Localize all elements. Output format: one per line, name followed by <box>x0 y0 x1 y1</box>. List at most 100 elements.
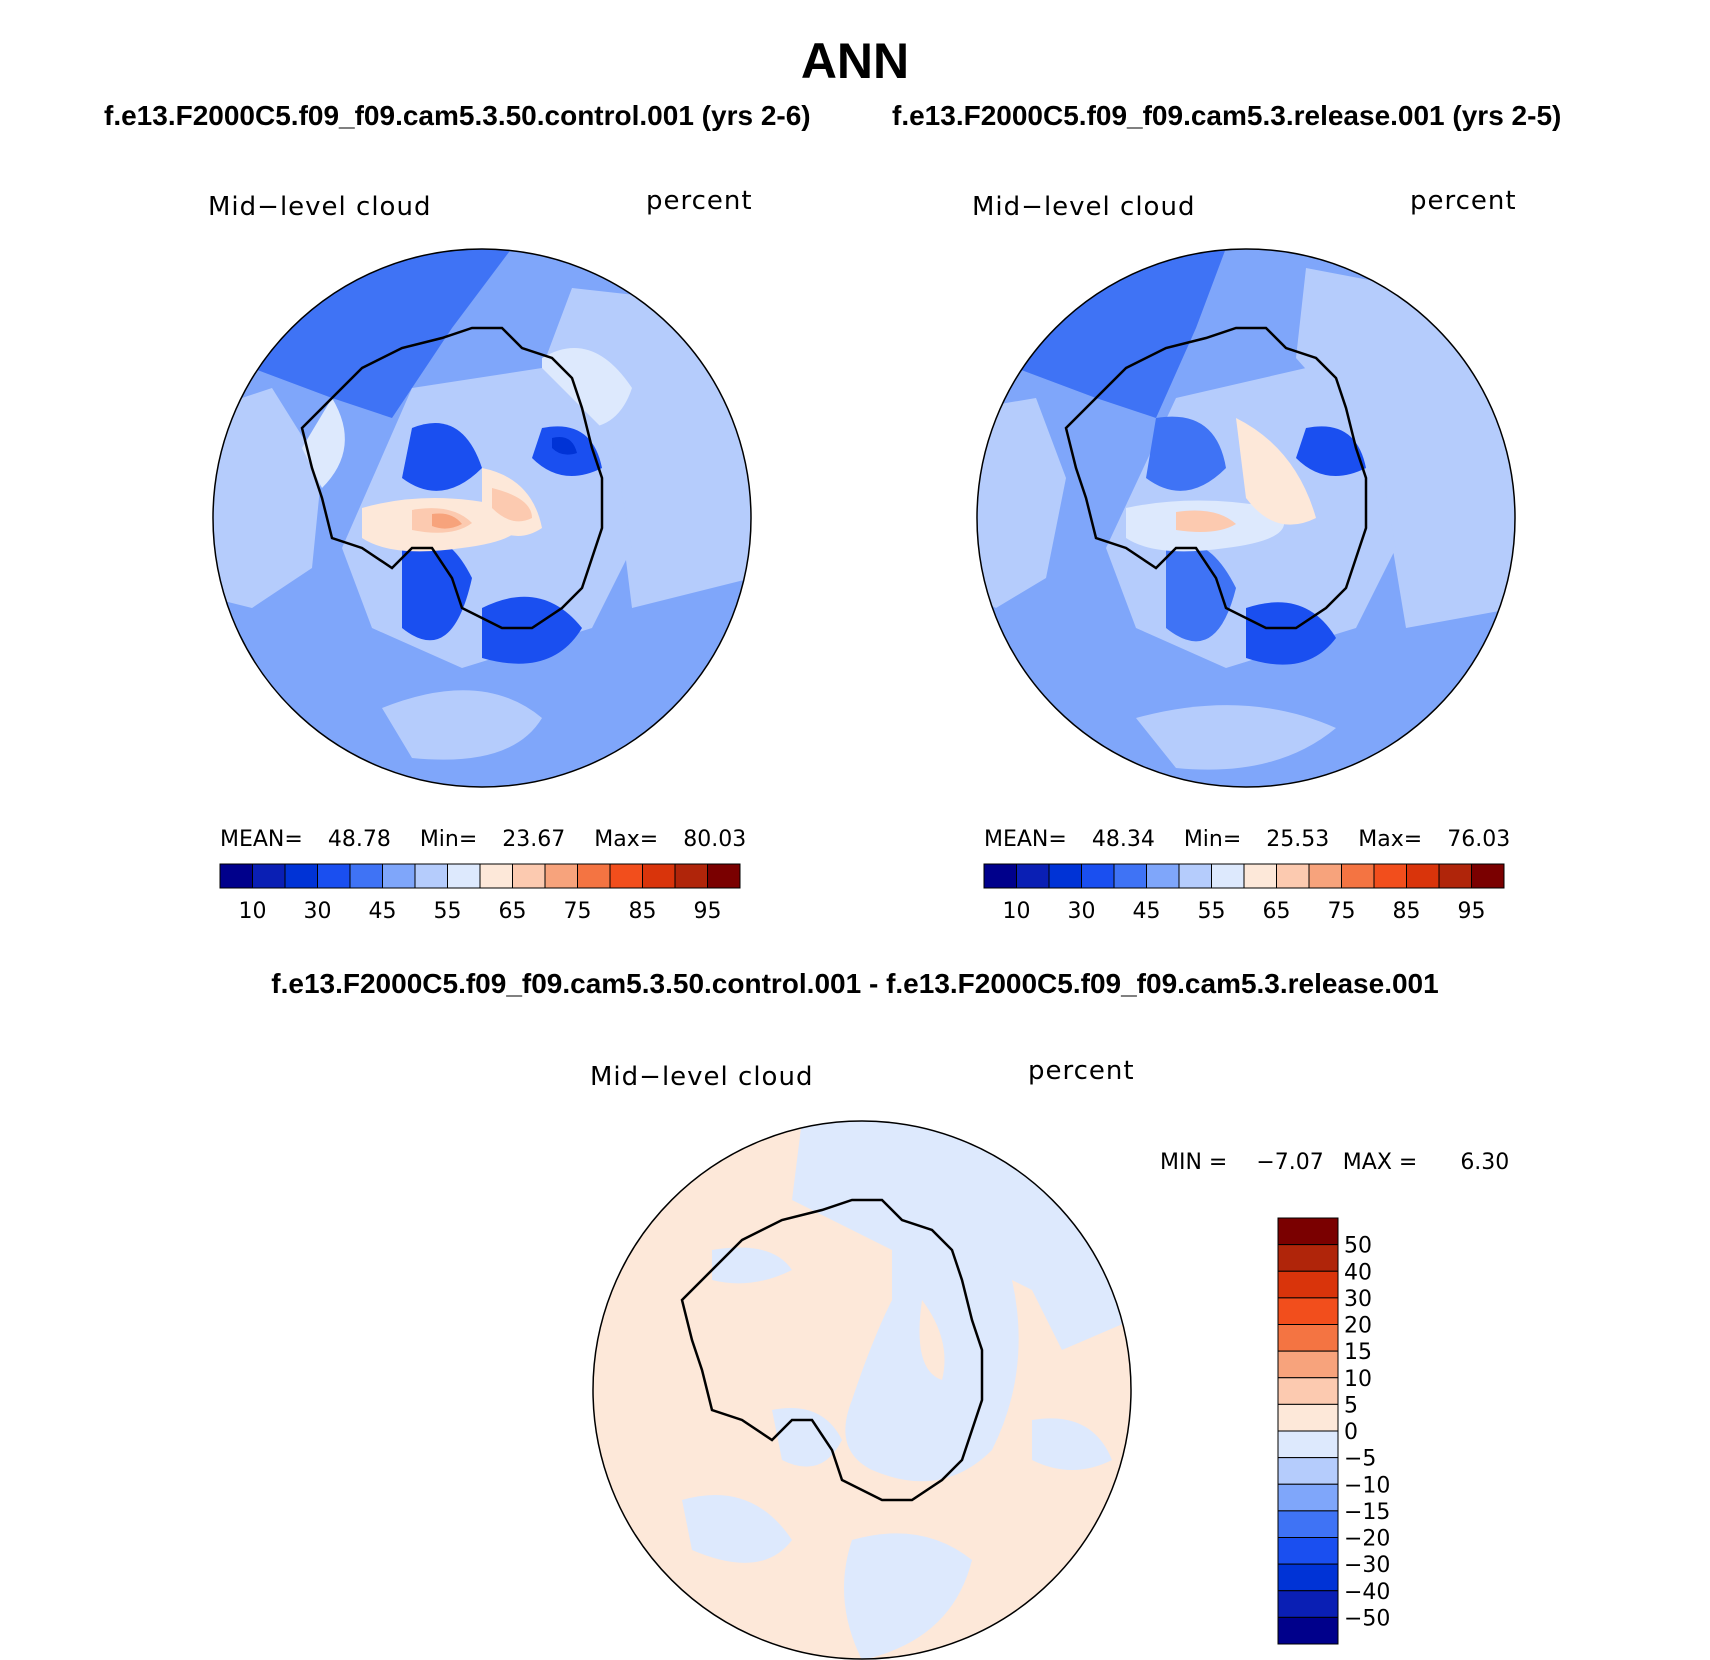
colorbar-swatch <box>479 863 513 889</box>
variable-label-left: Mid−level cloud <box>208 192 432 222</box>
colorbar-tick-label: 50 <box>1344 1234 1372 1259</box>
colorbar-swatch <box>609 863 643 889</box>
colorbar-swatch <box>577 863 611 889</box>
colorbar-swatch <box>1277 1377 1339 1405</box>
colorbar-swatch <box>1406 863 1440 889</box>
colorbar-tick-label: 85 <box>1393 899 1421 924</box>
stats-diff: MIN = −7.07 MAX = 6.30 <box>1160 1150 1509 1175</box>
colorbar-tick-label: 55 <box>434 899 462 924</box>
colorbar-tick-label: 75 <box>1328 899 1356 924</box>
colorbar-tick-label: 45 <box>1133 899 1161 924</box>
colorbar-tick-label: −20 <box>1344 1527 1390 1552</box>
colorbar-swatch <box>1277 1510 1339 1538</box>
colorbar-tick-label: −40 <box>1344 1580 1390 1605</box>
mean-value: 48.34 <box>1091 827 1155 852</box>
colorbar-swatch <box>1438 863 1472 889</box>
min-label: Min= <box>419 827 478 852</box>
colorbar-tick-label: 45 <box>369 899 397 924</box>
colorbar-swatch <box>317 863 351 889</box>
colorbar-left: 10 30 45 55 65 75 85 95 <box>219 863 741 924</box>
colorbar-tick-label: 40 <box>1344 1260 1372 1285</box>
colorbar-tick-label: 5 <box>1344 1393 1358 1418</box>
min-value: 23.67 <box>502 827 566 852</box>
case-title-left: f.e13.F2000C5.f09_f09.cam5.3.50.control.… <box>104 100 811 131</box>
colorbar-tick-label: 10 <box>1003 899 1031 924</box>
min-value: 25.53 <box>1266 827 1330 852</box>
colorbar-swatch <box>1277 1324 1339 1352</box>
colorbar-tick-label: 65 <box>499 899 527 924</box>
max-value: 80.03 <box>683 827 747 852</box>
colorbar-tick-label: 30 <box>304 899 332 924</box>
colorbar-swatch <box>1373 863 1407 889</box>
main-title: ANN <box>800 33 910 89</box>
polar-map-left <box>212 248 752 788</box>
mean-label: MEAN= <box>984 827 1067 852</box>
colorbar-tick-label: 15 <box>1344 1340 1372 1365</box>
colorbar-tick-label: 95 <box>1458 899 1486 924</box>
colorbar-tick-label: 10 <box>1344 1367 1372 1392</box>
colorbar-swatch <box>1277 1217 1339 1246</box>
stats-right: MEAN= 48.34 Min= 25.53 Max= 76.03 <box>984 827 1510 852</box>
colorbar-swatch <box>1276 863 1310 889</box>
colorbar-tick-label: −15 <box>1344 1500 1390 1525</box>
colorbar-tick-label: −5 <box>1344 1447 1376 1472</box>
colorbar-swatch <box>1471 863 1505 889</box>
colorbar-swatch <box>642 863 676 889</box>
colorbar-swatch <box>1341 863 1375 889</box>
max-label: MAX = <box>1342 1150 1418 1175</box>
max-value: 6.30 <box>1460 1150 1510 1175</box>
colorbar-tick-label: −50 <box>1344 1606 1390 1631</box>
colorbar-swatch <box>707 863 741 889</box>
units-label-diff: percent <box>1028 1056 1135 1086</box>
colorbar-swatch <box>674 863 708 889</box>
colorbar-tick-label: −10 <box>1344 1473 1390 1498</box>
max-value: 76.03 <box>1447 827 1511 852</box>
colorbar-swatch <box>1277 1430 1339 1459</box>
colorbar-swatch <box>447 863 481 889</box>
colorbar-tick-label: 55 <box>1198 899 1226 924</box>
colorbar-swatch <box>1277 1244 1339 1272</box>
colorbar-tick-label: 85 <box>629 899 657 924</box>
colorbar-tick-label: 95 <box>694 899 722 924</box>
variable-label-diff: Mid−level cloud <box>590 1062 814 1092</box>
min-label: MIN = <box>1160 1150 1228 1175</box>
colorbar-swatch <box>1048 863 1082 889</box>
colorbar-tick-label: 65 <box>1263 899 1291 924</box>
colorbar-swatch <box>1277 1457 1339 1485</box>
colorbar-tick-label: 30 <box>1344 1287 1372 1312</box>
colorbar-swatch <box>1277 1616 1339 1645</box>
colorbar-swatch <box>1308 863 1342 889</box>
colorbar-tick-label: −30 <box>1344 1553 1390 1578</box>
colorbar-swatch <box>983 863 1017 889</box>
colorbar-tick-label: 0 <box>1344 1420 1358 1445</box>
colorbar-swatch <box>1016 863 1050 889</box>
max-label: Max= <box>1358 827 1423 852</box>
colorbar-tick-label: 30 <box>1068 899 1096 924</box>
colorbar-swatch <box>252 863 286 889</box>
colorbar-swatch <box>1277 1590 1339 1618</box>
difference-title: f.e13.F2000C5.f09_f09.cam5.3.50.control.… <box>271 968 1439 999</box>
colorbar-swatch <box>1277 1537 1339 1565</box>
colorbar-tick-label: 75 <box>564 899 592 924</box>
units-label-left: percent <box>646 186 753 216</box>
colorbar-swatch <box>219 863 253 889</box>
colorbar-swatch <box>544 863 578 889</box>
colorbar-swatch <box>512 863 546 889</box>
colorbar-swatch <box>1277 1403 1339 1432</box>
colorbar-swatch <box>1113 863 1147 889</box>
colorbar-swatch <box>382 863 416 889</box>
colorbar-right: 10 30 45 55 65 75 85 95 <box>983 863 1505 924</box>
polar-map-difference <box>592 1120 1132 1660</box>
colorbar-swatch <box>1277 1350 1339 1379</box>
colorbar-swatch <box>1277 1563 1339 1592</box>
max-label: Max= <box>594 827 659 852</box>
colorbar-swatch <box>1081 863 1115 889</box>
colorbar-swatch <box>1146 863 1180 889</box>
colorbar-swatch <box>1211 863 1245 889</box>
colorbar-tick-label: 10 <box>239 899 267 924</box>
mean-label: MEAN= <box>220 827 303 852</box>
colorbar-swatch <box>1277 1270 1339 1299</box>
case-title-right: f.e13.F2000C5.f09_f09.cam5.3.release.001… <box>892 100 1562 131</box>
colorbar-swatch <box>1277 1297 1339 1325</box>
